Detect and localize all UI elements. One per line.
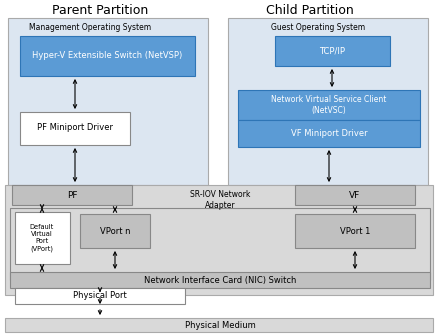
- Text: Guest Operating System: Guest Operating System: [271, 24, 365, 33]
- Text: Network Interface Card (NIC) Switch: Network Interface Card (NIC) Switch: [144, 276, 296, 285]
- Text: VF: VF: [349, 191, 361, 200]
- Bar: [238, 90, 420, 120]
- Text: Default
Virtual
Port
(VPort): Default Virtual Port (VPort): [30, 224, 54, 252]
- Text: Network Virtual Service Client
(NetVSC): Network Virtual Service Client (NetVSC): [271, 95, 387, 115]
- Text: Child Partition: Child Partition: [266, 3, 354, 16]
- Text: Physical Port: Physical Port: [73, 292, 127, 300]
- Text: PF Miniport Driver: PF Miniport Driver: [37, 124, 113, 132]
- Bar: [8, 18, 208, 185]
- Text: SR-IOV Network
Adapter: SR-IOV Network Adapter: [190, 190, 250, 210]
- Bar: [20, 112, 130, 145]
- Bar: [12, 185, 132, 205]
- Bar: [5, 318, 433, 332]
- Bar: [80, 214, 150, 248]
- Text: Parent Partition: Parent Partition: [52, 3, 148, 16]
- Bar: [295, 185, 415, 205]
- Bar: [20, 36, 195, 76]
- Bar: [15, 212, 70, 264]
- Bar: [275, 36, 390, 66]
- Text: VPort 1: VPort 1: [340, 226, 370, 236]
- Text: Hyper-V Extensible Switch (NetVSP): Hyper-V Extensible Switch (NetVSP): [32, 51, 182, 60]
- Bar: [238, 120, 420, 147]
- Bar: [228, 18, 428, 185]
- Bar: [5, 185, 433, 295]
- Text: TCP/IP: TCP/IP: [319, 46, 345, 55]
- Bar: [10, 272, 430, 288]
- Bar: [15, 288, 185, 304]
- Text: PF: PF: [67, 191, 77, 200]
- Text: VF Miniport Driver: VF Miniport Driver: [291, 128, 367, 137]
- Text: Management Operating System: Management Operating System: [29, 24, 151, 33]
- Bar: [295, 214, 415, 248]
- Text: Physical Medium: Physical Medium: [185, 321, 255, 330]
- Bar: [10, 208, 430, 280]
- Text: VPort n: VPort n: [100, 226, 130, 236]
